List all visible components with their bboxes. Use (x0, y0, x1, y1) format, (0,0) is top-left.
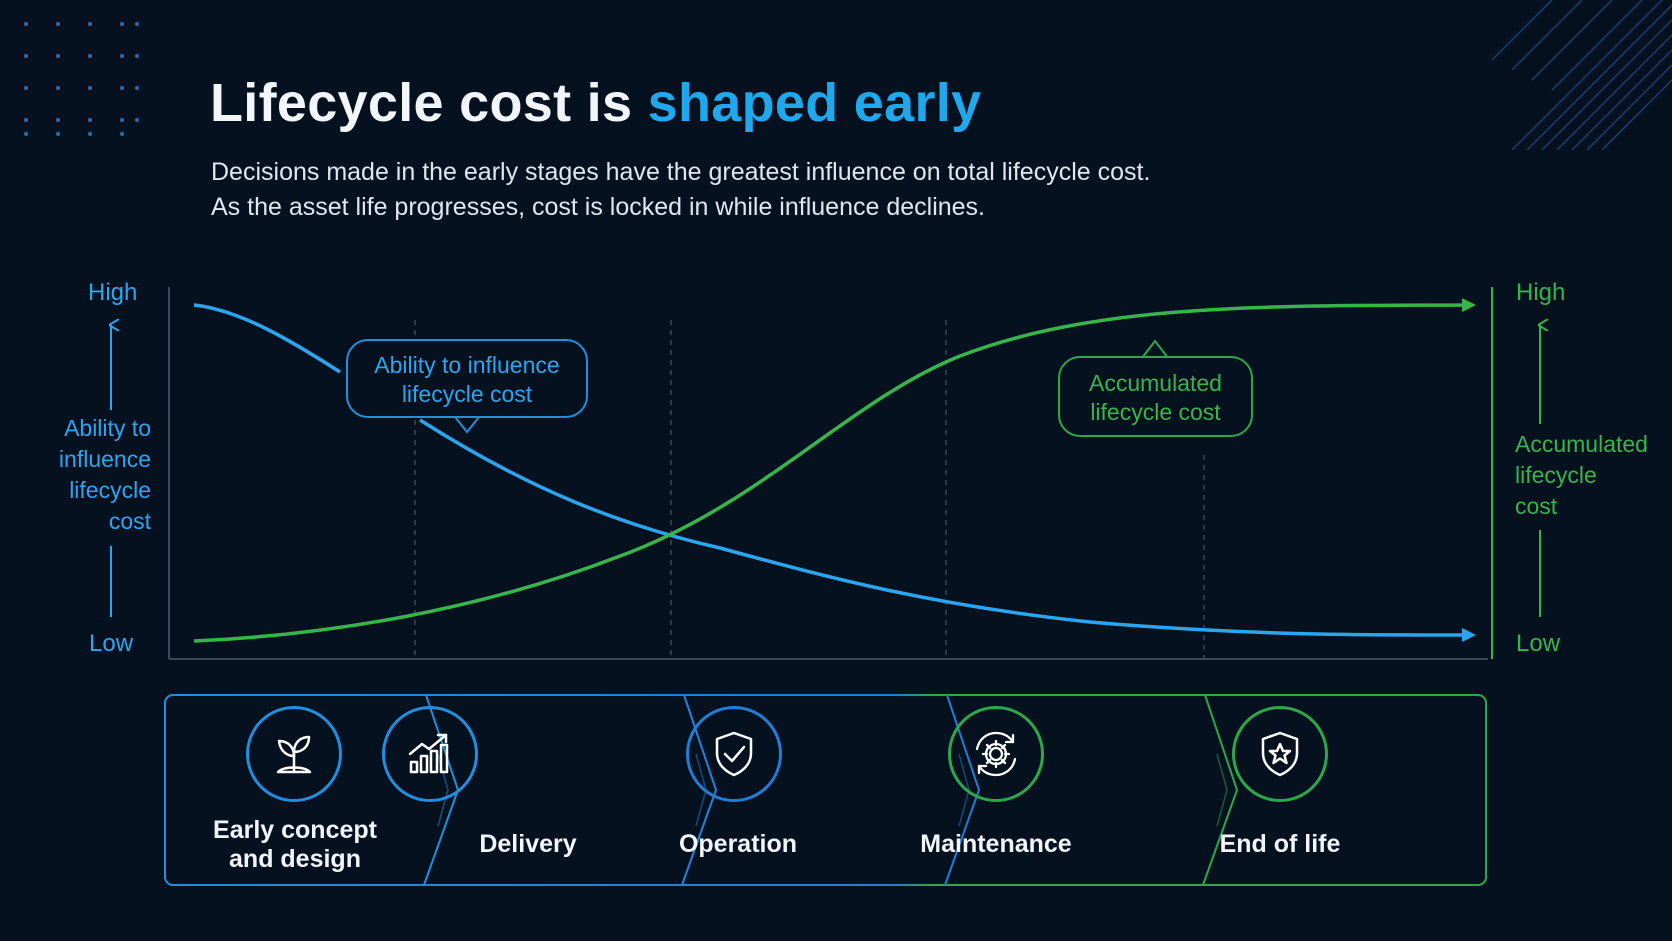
stage-label-maintenance: Maintenance (920, 830, 1072, 858)
stage-label-operation: Operation (678, 830, 798, 858)
left-axis-low: Low (89, 630, 134, 657)
accumulated-cost-curve (193, 298, 1476, 643)
shield-star-icon (1232, 706, 1328, 802)
lifecycle-stages: Early concept and design Delivery (164, 694, 1487, 886)
stage-operation: Operation (679, 694, 947, 886)
stage-end-of-life: End of life (1220, 694, 1487, 886)
influence-callout-pointer (454, 416, 480, 434)
influence-curve (193, 303, 1472, 635)
decorative-dot-grid (24, 22, 139, 136)
cost-callout-pointer (1141, 339, 1169, 359)
left-axis-label: Ability to influence lifecycle cost (58, 415, 151, 534)
stage-maintenance: Maintenance (920, 694, 1205, 886)
subtitle-line-1: Decisions made in the early stages have … (211, 158, 1151, 186)
stage-label-end-of-life: End of life (1219, 830, 1341, 858)
page-subtitle: Decisions made in the early stages have … (211, 155, 1311, 225)
decorative-diagonal-lines (1492, 0, 1672, 150)
title-accent: shaped early (647, 73, 982, 133)
subtitle-line-2: As the asset life progresses, cost is lo… (211, 193, 985, 221)
shield-check-icon (686, 706, 782, 802)
cost-callout: Accumulated lifecycle cost (1058, 356, 1253, 437)
page-title: Lifecycle cost is shaped early (210, 72, 981, 134)
left-axis-high: High (88, 279, 138, 306)
sprout-icon (246, 706, 342, 802)
stage-delivery: Delivery (382, 694, 684, 886)
right-axis-low: Low (1516, 630, 1561, 657)
right-axis-high: High (1516, 279, 1566, 306)
influence-callout: Ability to influence lifecycle cost (346, 339, 588, 418)
right-axis-label: Accumulated lifecycle cost (1515, 431, 1648, 519)
title-plain: Lifecycle cost is (210, 73, 648, 133)
stage-label-delivery: Delivery (479, 830, 577, 858)
gear-cycle-icon (948, 706, 1044, 802)
stage-label-early-concept: Early concept and design (213, 816, 377, 873)
growth-chart-icon (382, 706, 478, 802)
stage-early-concept: Early concept and design (164, 694, 426, 886)
